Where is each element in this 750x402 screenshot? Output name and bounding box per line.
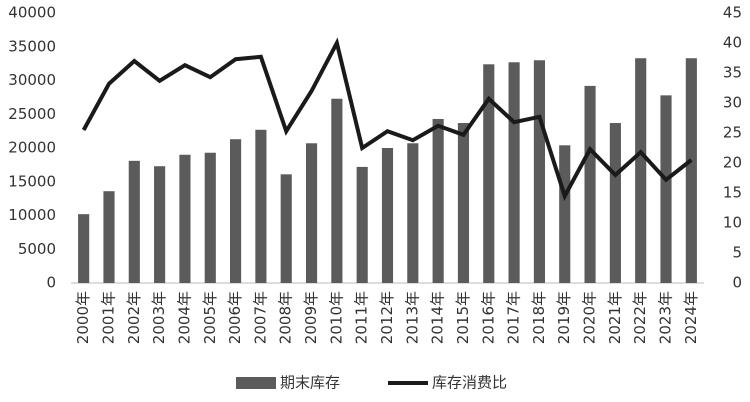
x-tick-label: 2010年 bbox=[327, 291, 345, 344]
bar bbox=[635, 58, 647, 283]
bar bbox=[305, 143, 318, 283]
x-tick-label: 2018年 bbox=[530, 291, 548, 344]
y-tick-label: 30000 bbox=[8, 71, 56, 89]
x-tick-label: 2007年 bbox=[251, 291, 269, 344]
bar bbox=[103, 191, 115, 283]
bar bbox=[685, 58, 697, 283]
legend-label: 库存消费比 bbox=[432, 374, 507, 392]
legend-swatch bbox=[236, 377, 276, 389]
bar bbox=[204, 152, 216, 283]
y-tick-label: 35000 bbox=[8, 37, 56, 55]
x-tick-label: 2016年 bbox=[479, 291, 497, 344]
x-tick-label: 2004年 bbox=[175, 291, 193, 344]
bar bbox=[331, 98, 343, 283]
x-tick-label: 2002年 bbox=[125, 291, 143, 344]
bar bbox=[559, 145, 571, 283]
bar bbox=[230, 139, 242, 283]
x-tick-label: 2000年 bbox=[74, 291, 92, 344]
y-tick-label: 40000 bbox=[8, 4, 56, 22]
x-tick-label: 2024年 bbox=[682, 291, 700, 344]
bar bbox=[533, 60, 545, 283]
y2-tick-label: 25 bbox=[723, 124, 742, 142]
x-tick-label: 2011年 bbox=[353, 291, 371, 344]
y2-tick-label: 5 bbox=[732, 244, 742, 262]
x-tick-label: 2019年 bbox=[555, 291, 573, 344]
y-tick-label: 15000 bbox=[8, 172, 56, 190]
x-tick-label: 2005年 bbox=[201, 291, 219, 344]
y2-tick-label: 40 bbox=[723, 34, 742, 52]
y-tick-label: 20000 bbox=[8, 139, 56, 157]
y2-tick-label: 15 bbox=[723, 184, 742, 202]
y2-tick-label: 35 bbox=[723, 64, 742, 82]
bar bbox=[381, 148, 394, 283]
bar bbox=[432, 118, 444, 283]
y-tick-label: 0 bbox=[46, 274, 56, 292]
x-tick-label: 2021年 bbox=[606, 291, 624, 344]
bar bbox=[154, 166, 166, 283]
x-tick-label: 2020年 bbox=[581, 291, 599, 344]
bar bbox=[407, 143, 419, 283]
x-tick-label: 2008年 bbox=[277, 291, 295, 344]
bar bbox=[508, 62, 520, 284]
x-tick-label: 2017年 bbox=[505, 291, 523, 344]
bar bbox=[356, 166, 368, 283]
y-tick-label: 5000 bbox=[18, 240, 56, 258]
bar bbox=[584, 85, 596, 284]
bar bbox=[128, 160, 140, 283]
x-tick-label: 2006年 bbox=[226, 291, 244, 344]
bar bbox=[457, 123, 470, 284]
y2-tick-label: 45 bbox=[723, 4, 742, 22]
bar bbox=[660, 95, 672, 283]
bar bbox=[255, 129, 267, 283]
legend-label: 期末库存 bbox=[280, 374, 340, 392]
y2-tick-label: 10 bbox=[723, 214, 742, 232]
bar bbox=[179, 154, 191, 283]
x-tick-label: 2023年 bbox=[657, 291, 675, 344]
y2-tick-label: 30 bbox=[723, 94, 742, 112]
x-tick-label: 2015年 bbox=[454, 291, 472, 344]
y2-tick-label: 0 bbox=[732, 274, 742, 292]
bar bbox=[78, 214, 90, 283]
bar bbox=[609, 123, 621, 284]
line bbox=[81, 37, 693, 202]
x-tick-label: 2012年 bbox=[378, 291, 396, 344]
x-tick-label: 2014年 bbox=[429, 291, 447, 344]
y-tick-label: 10000 bbox=[8, 206, 56, 224]
bar bbox=[483, 64, 495, 283]
x-tick-label: 2013年 bbox=[403, 291, 421, 344]
x-tick-label: 2003年 bbox=[150, 291, 168, 344]
y2-tick-label: 20 bbox=[723, 154, 742, 172]
x-tick-label: 2001年 bbox=[99, 291, 117, 344]
x-tick-label: 2009年 bbox=[302, 291, 320, 344]
x-tick-label: 2022年 bbox=[631, 291, 649, 344]
bar bbox=[280, 174, 292, 283]
y-tick-label: 25000 bbox=[8, 105, 56, 123]
